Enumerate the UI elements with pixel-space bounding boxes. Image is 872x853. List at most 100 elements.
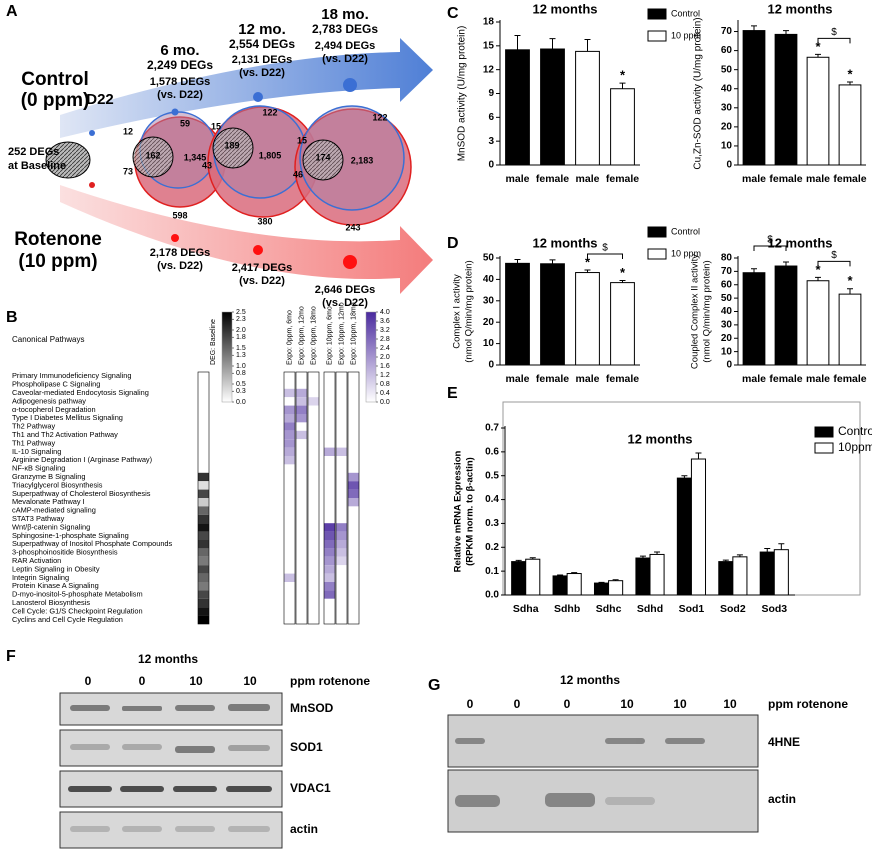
heatmap-cell (284, 447, 295, 456)
heatmap-cell (336, 464, 347, 473)
heatmap-cell (348, 565, 359, 574)
legend-label: 10 ppm (671, 248, 701, 258)
colorbar-label: 0.0 (236, 399, 246, 406)
heatmap-cell (198, 481, 209, 490)
heatmap-cell (296, 380, 307, 389)
colorbar-label: 0.5 (236, 381, 246, 388)
heatmap-cell (198, 506, 209, 515)
heatmap-cell (308, 615, 319, 624)
heatmap-cell (296, 582, 307, 591)
x-tick-label: male (806, 173, 830, 185)
heatmap-cell (308, 447, 319, 456)
colorbar-label: 2.5 (236, 309, 246, 316)
heatmap-frame (347, 371, 360, 625)
heatmap-frame (335, 371, 348, 625)
venn-count: 122 (262, 107, 277, 117)
blot-label: MnSOD (290, 701, 334, 715)
heatmap-cell (336, 582, 347, 591)
panel-letter: E (447, 385, 458, 402)
heatmap-cell (324, 439, 335, 448)
venn-control (299, 105, 405, 211)
heatmap-cell (348, 439, 359, 448)
heatmap-cell (296, 481, 307, 490)
heatmap-cell (296, 464, 307, 473)
colorbar-label: 1.6 (380, 363, 390, 370)
column-label: DEG: Baseline (210, 319, 217, 365)
heatmap-cell (198, 472, 209, 482)
heatmap-cell (348, 523, 359, 532)
bar (505, 262, 530, 366)
y-tick-label: 50 (721, 64, 733, 75)
bar (608, 580, 624, 596)
heatmap-cell (198, 565, 209, 574)
pathway-label: Sphingosine-1-phosphate Signaling (12, 531, 129, 540)
error-bar (783, 261, 789, 267)
legend-label: Control (671, 226, 700, 236)
lane-label: 0 (85, 674, 92, 688)
heatmap-cell (324, 489, 335, 498)
heatmap-cell (324, 422, 335, 431)
heatmap-cell (308, 414, 319, 423)
y-axis-label: (RPKM norm. to β-actin) (465, 457, 476, 566)
timepoint-label: D22 (86, 91, 114, 108)
heatmap-cell (348, 573, 359, 582)
heatmap-cell (198, 531, 209, 540)
x-tick-label: Sdha (513, 603, 539, 615)
blot-label: 4HNE (768, 735, 800, 749)
chart-title: 12 months (627, 431, 692, 446)
error-bar (722, 559, 729, 562)
y-tick-label: 0.7 (485, 423, 499, 434)
deg-count: 2,554 DEGs (229, 37, 295, 51)
x-tick-label: male (576, 373, 600, 385)
colorbar-label: 0.8 (380, 381, 390, 388)
heatmap-cell (296, 414, 307, 423)
heatmap-cell (198, 556, 209, 566)
heatmap-cell (324, 380, 335, 389)
bar (593, 582, 610, 596)
y-tick-label: 0.3 (485, 518, 499, 529)
heatmap-cell (324, 430, 335, 440)
x-tick-label: male (806, 373, 830, 385)
heatmap-title: Canonical Pathways (12, 335, 84, 344)
deg-count: 2,131 DEGs (232, 54, 293, 66)
bar (773, 549, 789, 596)
panel-letter: G (428, 677, 440, 694)
error-bar (529, 557, 536, 560)
heatmap-cell (348, 548, 359, 557)
x-tick-label: female (536, 373, 569, 385)
heatmap-cell (284, 372, 295, 381)
heatmap-cell (284, 548, 295, 557)
heatmap-cell (198, 590, 209, 599)
error-bar (639, 555, 646, 559)
pathway-label: NF-κB Signaling (12, 464, 65, 473)
y-tick-label: 0 (488, 360, 494, 371)
bands-g (455, 738, 705, 807)
deg-count: 2,178 DEGs (150, 247, 211, 259)
heatmap-cell (296, 506, 307, 515)
bracket (817, 260, 851, 267)
pathway-label: Th1 and Th2 Activation Pathway (12, 430, 118, 439)
venn-count: 15 (211, 121, 221, 131)
y-tick-label: 0.0 (485, 590, 499, 601)
bar (838, 293, 862, 366)
colorbar-label: 1.3 (236, 352, 246, 359)
legend-label: 10 ppm (671, 30, 701, 40)
panel-letter: A (6, 3, 18, 20)
heatmap-cell (198, 456, 209, 465)
heatmap-cell (308, 540, 319, 549)
heatmap-cell (324, 456, 335, 465)
heatmap-cell (348, 464, 359, 473)
error-bar (815, 276, 821, 281)
heatmap-cell (296, 615, 307, 624)
heatmap-cell (198, 388, 209, 398)
colorbar-label: 0.4 (380, 390, 390, 397)
heatmap-cell (336, 372, 347, 381)
y-axis-label: MnSOD activity (U/mg protein) (457, 26, 468, 162)
chart-title: 12 months (532, 1, 597, 16)
heatmap-frame (197, 371, 210, 625)
lane-title: ppm rotenone (768, 697, 848, 711)
x-tick-label: female (606, 173, 639, 185)
venn-baseline (132, 136, 174, 178)
heatmap-cell (198, 405, 209, 414)
baseline-circle (45, 141, 91, 179)
